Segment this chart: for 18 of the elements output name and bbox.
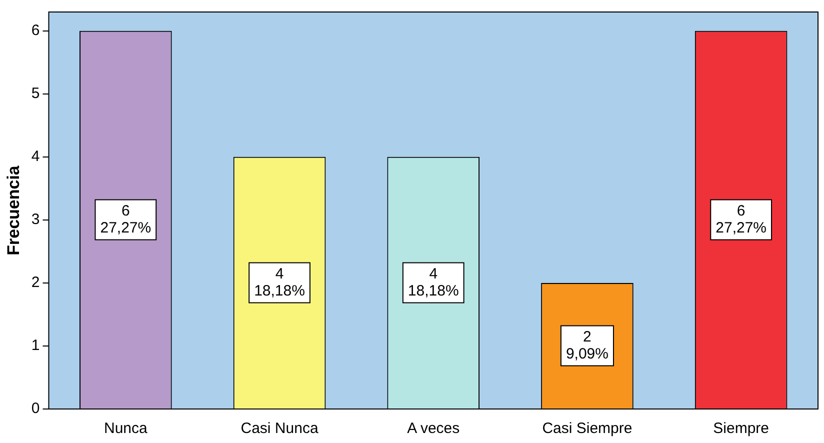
y-axis-title: Frecuencia [4, 165, 23, 256]
x-tick-label: Casi Nunca [240, 420, 319, 438]
x-tick-label: Nunca [104, 420, 148, 438]
data-label: 6 27,27% [716, 202, 767, 236]
y-tick-label: 2 [31, 274, 40, 292]
data-label: 6 27,27% [100, 202, 152, 236]
y-tick-label: 5 [31, 85, 40, 102]
x-tick-label: Casi Siempre [542, 420, 632, 438]
y-tick-label: 4 [31, 148, 40, 166]
data-label: 4 18,18% [408, 265, 459, 300]
data-label: 2 9,09% [566, 328, 608, 362]
y-tick-label: 0 [31, 400, 40, 418]
y-tick-label: 6 [31, 22, 40, 40]
y-tick-label: 1 [31, 337, 40, 354]
x-tick-label: Siempre [713, 420, 770, 438]
x-tick-label: A veces [407, 420, 460, 438]
data-label: 4 18,18% [254, 265, 305, 300]
y-tick-label: 3 [31, 211, 40, 228]
